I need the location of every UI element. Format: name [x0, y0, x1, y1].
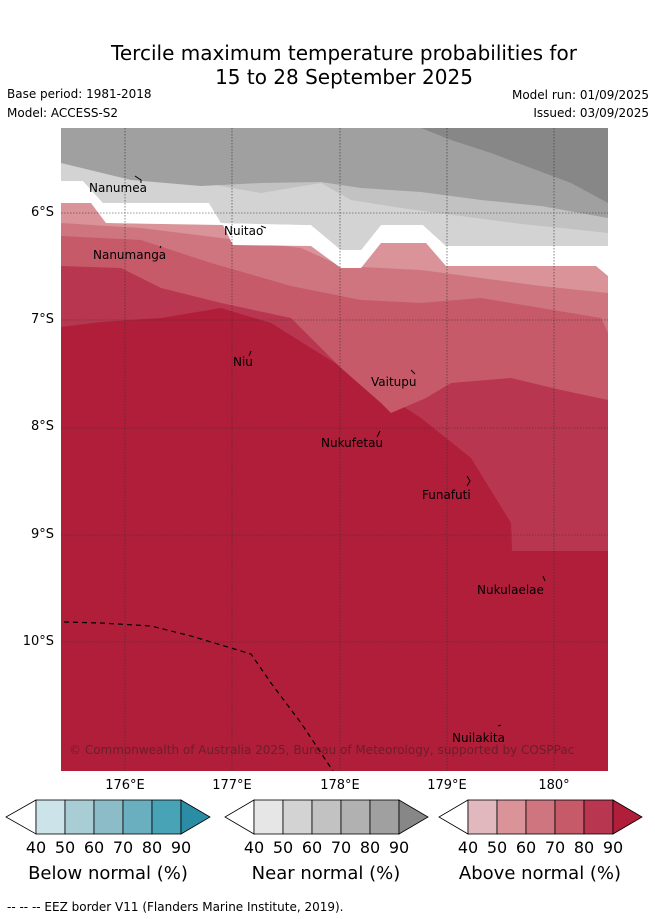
- near-tick-80: 80: [359, 838, 381, 857]
- colorbar-below: [5, 799, 211, 835]
- title-line-2: 15 to 28 September 2025: [215, 65, 473, 89]
- lat-label-6s: 6°S: [30, 205, 54, 220]
- colorbar-near: [224, 799, 429, 835]
- above-tick-40: 40: [457, 838, 479, 857]
- above-tick-50: 50: [486, 838, 508, 857]
- model-name: Model: ACCESS-S2: [7, 106, 119, 120]
- place-label-nuilakita: Nuilakita: [452, 731, 505, 745]
- place-label-nanumanga: Nanumanga: [93, 248, 166, 262]
- region-near-70: [61, 128, 608, 218]
- lon-label-178e: 178°E: [320, 778, 360, 793]
- issued-date: Issued: 03/09/2025: [533, 106, 649, 120]
- place-label-niu: Niu: [233, 355, 253, 369]
- below-tick-40: 40: [25, 838, 47, 857]
- above-tick-80: 80: [573, 838, 595, 857]
- eez-border-note: -- -- -- EEZ border V11 (Flanders Marine…: [7, 900, 344, 914]
- below-tick-50: 50: [54, 838, 76, 857]
- below-tick-90: 90: [170, 838, 192, 857]
- colorbars: [5, 799, 643, 835]
- above-tick-60: 60: [515, 838, 537, 857]
- place-label-vaitupu: Vaitupu: [371, 375, 417, 389]
- region-no-signal: [61, 181, 608, 276]
- above-tick-90: 90: [602, 838, 624, 857]
- below-tick-60: 60: [83, 838, 105, 857]
- lat-label-8s: 8°S: [30, 419, 54, 434]
- near-tick-50: 50: [272, 838, 294, 857]
- base-period: Base period: 1981-2018: [7, 87, 152, 101]
- lat-label-10s: 10°S: [22, 634, 54, 649]
- probability-map: Nanumea Nuitao Nanumanga Niu Vaitupu Nuk…: [61, 128, 608, 771]
- island-outlines: [134, 175, 546, 727]
- place-label-nukufetau: Nukufetau: [321, 436, 383, 450]
- region-near-80: [421, 128, 608, 203]
- map-title: Tercile maximum temperature probabilitie…: [0, 41, 655, 89]
- title-line-1: Tercile maximum temperature probabilitie…: [111, 41, 577, 65]
- place-label-nanumea: Nanumea: [89, 181, 147, 195]
- near-tick-70: 70: [330, 838, 352, 857]
- colorbar-above: [438, 799, 643, 835]
- copyright-notice: © Commonwealth of Australia 2025, Bureau…: [69, 743, 574, 757]
- lon-label-176e: 176°E: [105, 778, 145, 793]
- near-tick-60: 60: [301, 838, 323, 857]
- place-label-nuitao: Nuitao: [224, 224, 263, 238]
- above-tick-70: 70: [544, 838, 566, 857]
- colorbar-label-above: Above normal (%): [458, 863, 622, 884]
- lat-label-7s: 7°S: [30, 312, 54, 327]
- place-label-funafuti: Funafuti: [422, 488, 471, 502]
- lon-label-180: 180°: [538, 778, 570, 793]
- below-tick-70: 70: [112, 838, 134, 857]
- model-run: Model run: 01/09/2025: [511, 88, 649, 102]
- graticule: [61, 128, 608, 771]
- place-label-nukulaelae: Nukulaelae: [477, 583, 544, 597]
- lat-label-9s: 9°S: [30, 527, 54, 542]
- eez-border-line: [63, 621, 334, 771]
- near-tick-90: 90: [388, 838, 410, 857]
- colorbar-label-near: Near normal (%): [251, 863, 401, 884]
- lon-label-177e: 177°E: [212, 778, 252, 793]
- lon-label-179e: 179°E: [427, 778, 467, 793]
- colorbar-label-below: Below normal (%): [28, 863, 188, 884]
- below-tick-80: 80: [141, 838, 163, 857]
- near-tick-40: 40: [243, 838, 265, 857]
